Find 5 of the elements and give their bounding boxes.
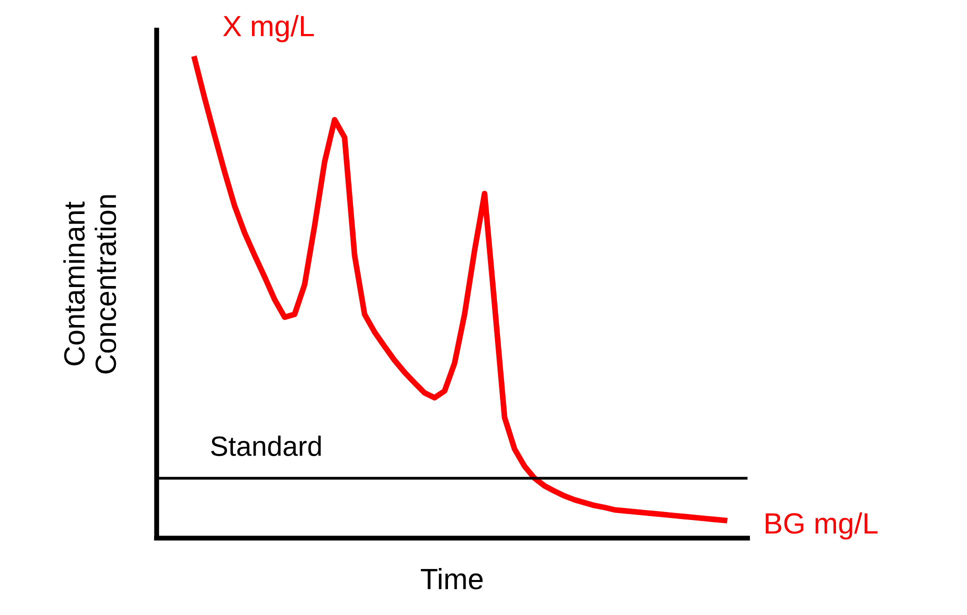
y-axis-title: Contaminant Concentration [63,195,116,374]
ref-line-label: Standard [211,436,321,456]
text: X mg/L [223,15,314,42]
text: BG mg/L [766,512,878,540]
x-axis-title: Time [420,568,483,590]
